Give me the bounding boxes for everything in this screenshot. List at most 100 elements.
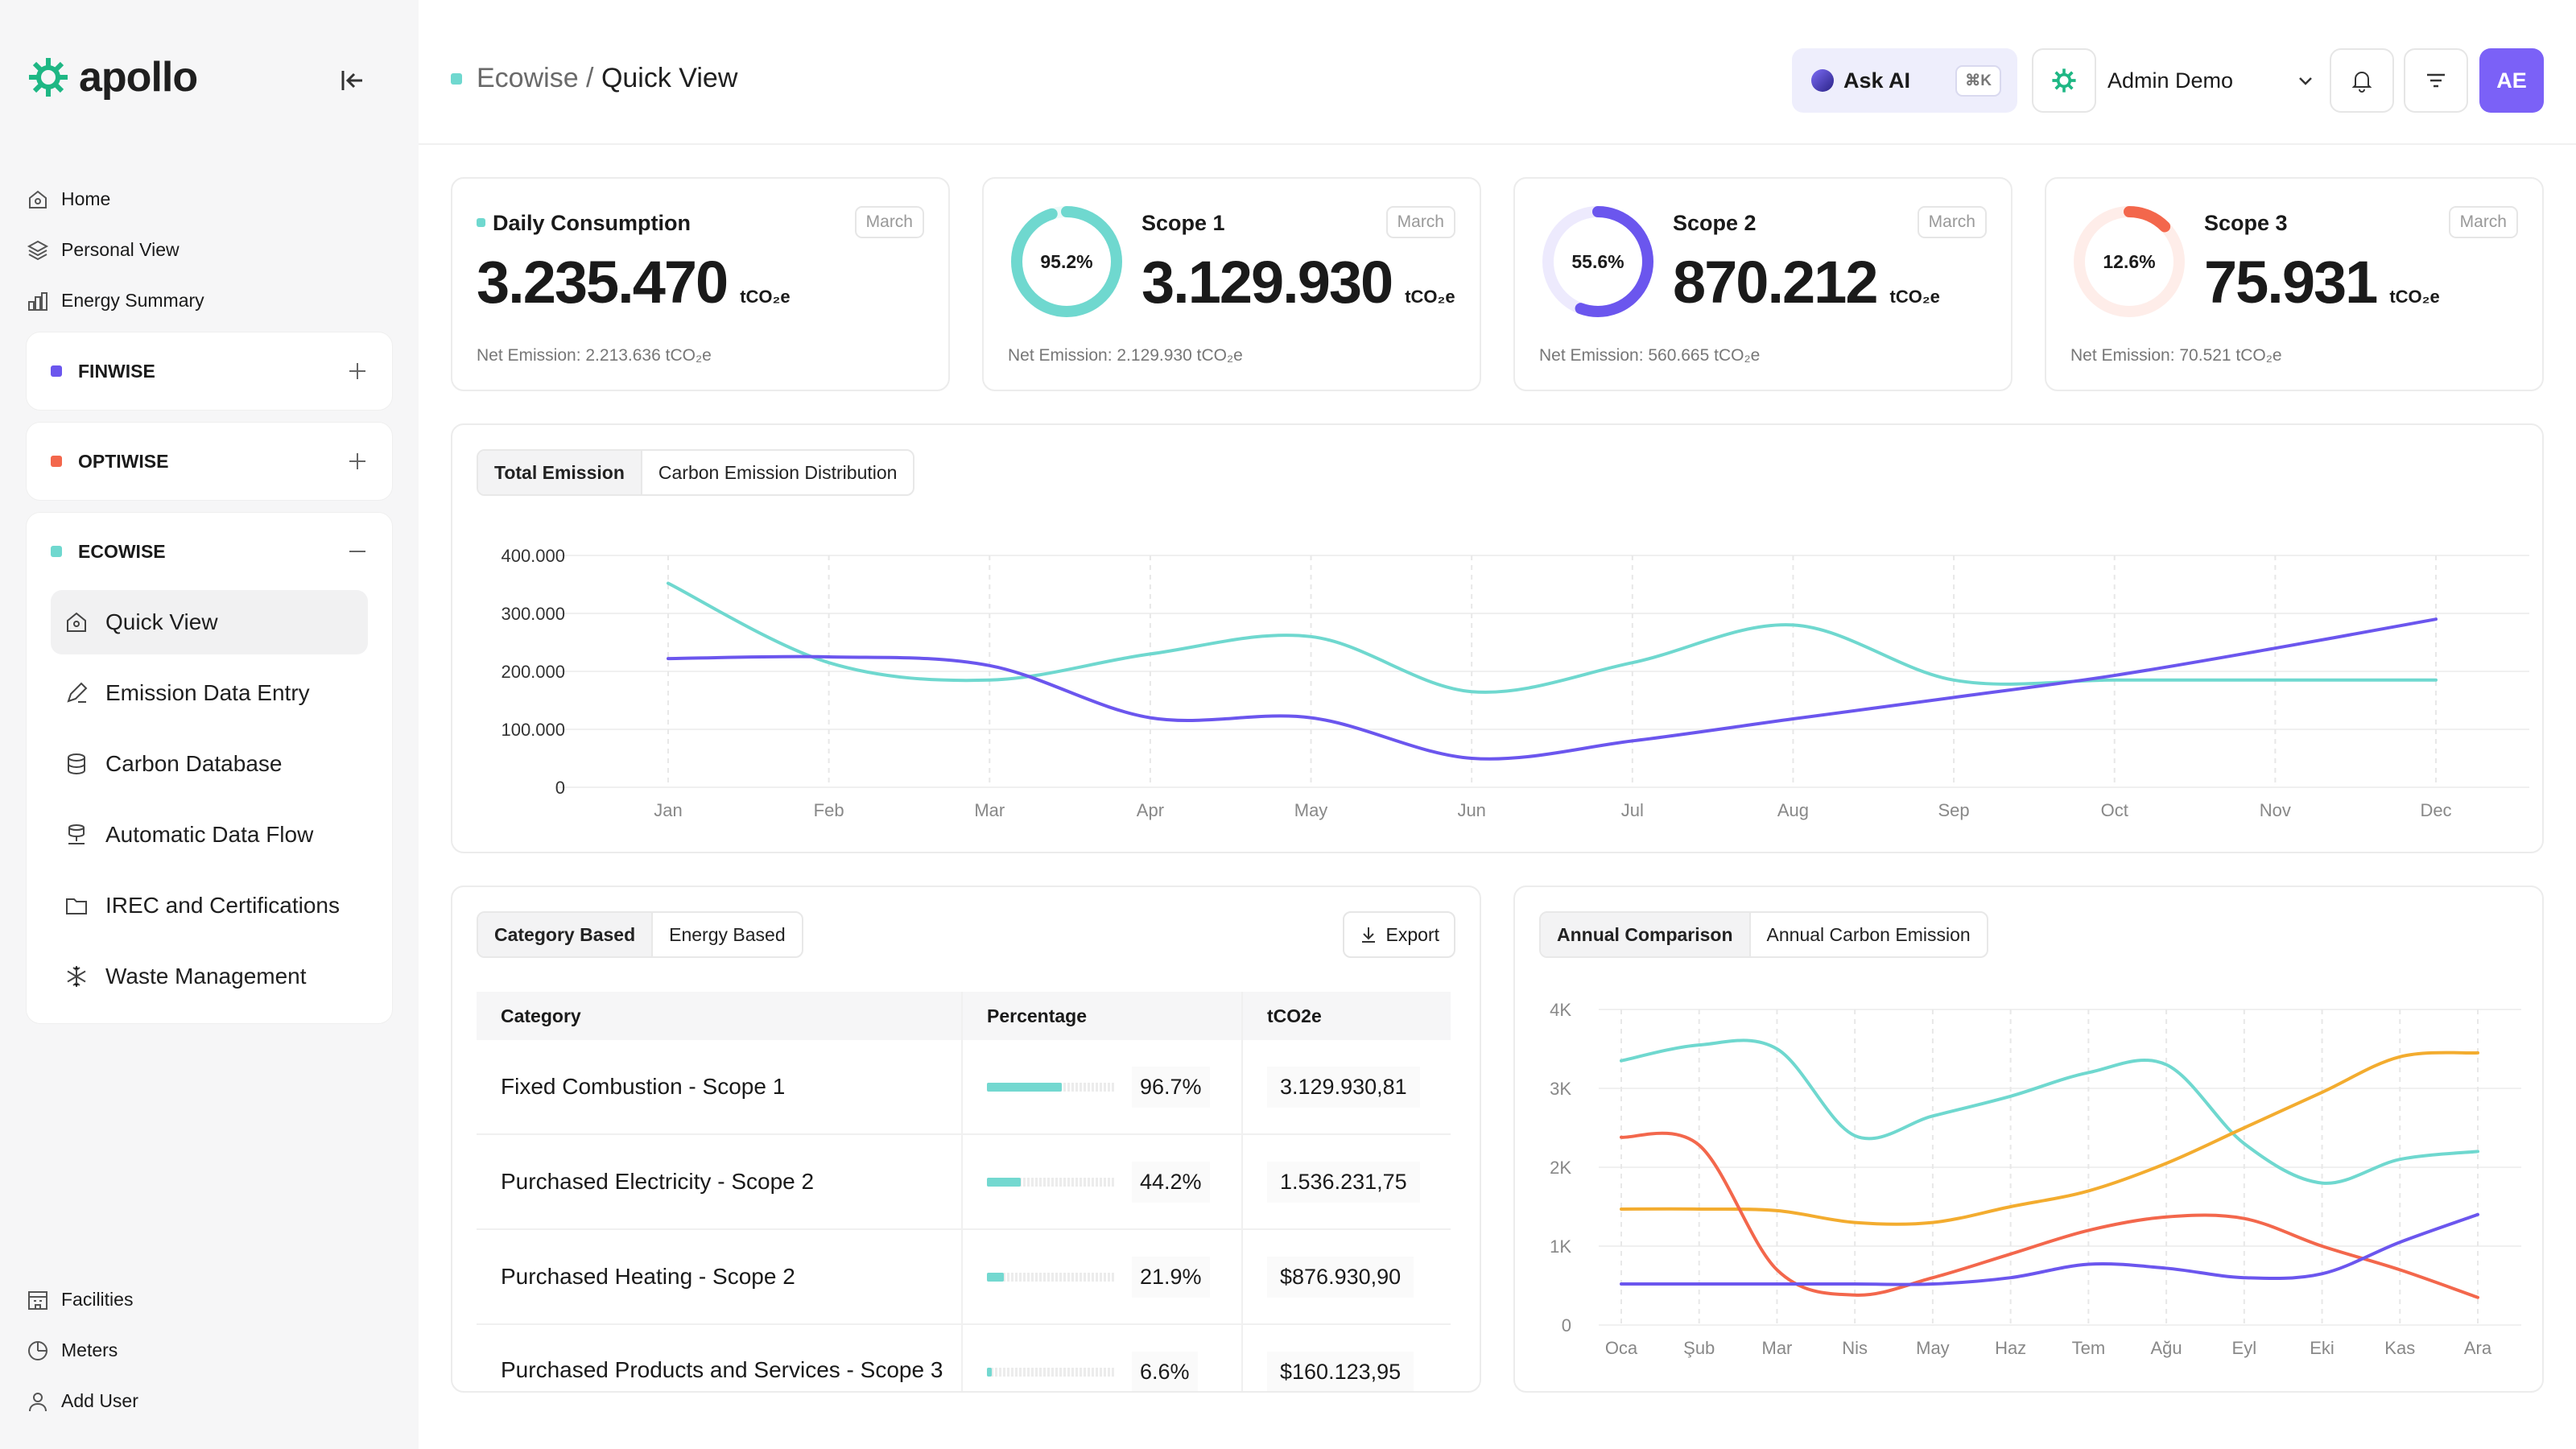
annual-tabs: Annual Comparison Annual Carbon Emission <box>1539 911 1988 958</box>
plus-icon[interactable] <box>347 361 368 382</box>
tab-annual-carbon-emission[interactable]: Annual Carbon Emission <box>1766 923 1971 945</box>
nav-item-label: Automatic Data Flow <box>105 822 314 847</box>
breadcrumb-parent[interactable]: Ecowise <box>477 63 579 93</box>
nav-item-label: Meters <box>61 1340 118 1360</box>
table-row[interactable]: Purchased Electricity - Scope 2 44.2% 1.… <box>477 1135 1451 1230</box>
period-badge[interactable]: March <box>2448 206 2518 238</box>
home-icon <box>67 612 86 632</box>
chart-grid <box>1599 1009 2521 1326</box>
x-tick-label: Nis <box>1842 1338 1868 1358</box>
tab-category-based[interactable]: Category Based <box>478 913 654 956</box>
group-ecowise: ECOWISE Quick View Emission Data Entry C… <box>26 512 393 1024</box>
column-header-category[interactable]: Category <box>477 992 963 1040</box>
x-tick-label: Jan <box>654 800 682 820</box>
brand-name: apollo <box>79 54 198 101</box>
x-tick-label: Oct <box>2101 800 2128 820</box>
apollo-logo-icon <box>29 58 68 97</box>
y-tick-label: 400.000 <box>501 546 565 566</box>
nav-item-home[interactable]: Home <box>26 174 204 225</box>
kpi-unit: tCO₂e <box>740 287 791 307</box>
column-header-tco2e[interactable]: tCO2e <box>1267 1005 1322 1026</box>
nav-item-emission-data-entry[interactable]: Emission Data Entry <box>51 661 368 725</box>
apollo-logo-icon <box>2052 68 2076 93</box>
group-color-marker <box>51 365 62 377</box>
bar-chart-icon <box>28 291 47 311</box>
percentage-bar-fill <box>987 1177 1022 1187</box>
brand-logo[interactable]: apollo <box>26 53 198 101</box>
tab-total-emission[interactable]: Total Emission <box>478 451 642 494</box>
group-header-ecowise[interactable]: ECOWISE <box>27 513 392 590</box>
nav-item-meters[interactable]: Meters <box>26 1325 138 1376</box>
export-label: Export <box>1385 923 1439 945</box>
nav-item-facilities[interactable]: Facilities <box>26 1274 138 1325</box>
percentage-bar-fill <box>987 1082 1062 1092</box>
table-row[interactable]: Purchased Products and Services - Scope … <box>477 1325 1451 1391</box>
minus-icon[interactable] <box>347 541 368 562</box>
filter-button[interactable] <box>2404 48 2468 113</box>
kpi-value: 3.235.470 <box>477 249 729 316</box>
kpi-card-scope-1: 95.2% Scope 1 March 3.129.930 tCO₂e Net E… <box>982 177 1481 391</box>
nav-item-quick-view[interactable]: Quick View <box>51 590 368 654</box>
x-tick-label: Feb <box>814 800 844 820</box>
net-emission: Net Emission: 2.213.636 tCO₂e <box>477 346 712 365</box>
chevron-down-icon <box>2299 77 2312 85</box>
nav-item-personal-view[interactable]: Personal View <box>26 225 204 275</box>
nav-bottom: Facilities Meters Add User <box>26 1274 138 1426</box>
period-badge[interactable]: March <box>854 206 924 238</box>
kpi-value: 3.129.930 <box>1141 249 1393 316</box>
x-tick-label: Kas <box>2384 1338 2415 1358</box>
nav-item-label: Emission Data Entry <box>105 680 310 705</box>
nav-item-automatic-data-flow[interactable]: Automatic Data Flow <box>51 803 368 867</box>
group-header-finwise[interactable]: FINWISE <box>27 332 392 410</box>
cell-value: 3.129.930,81 <box>1267 1066 1420 1108</box>
export-button[interactable]: Export <box>1342 911 1455 958</box>
ring-progress <box>1542 206 1653 317</box>
tab-energy-based[interactable]: Energy Based <box>669 923 786 945</box>
kpi-marker <box>477 218 485 227</box>
table-row[interactable]: Fixed Combustion - Scope 1 96.7% 3.129.9… <box>477 1040 1451 1135</box>
nav-item-carbon-database[interactable]: Carbon Database <box>51 732 368 796</box>
user-menu-button[interactable]: Admin Demo <box>2107 48 2317 113</box>
category-tabs: Category Based Energy Based <box>477 911 803 958</box>
user-icon <box>29 1392 47 1411</box>
ask-ai-button[interactable]: Ask AI ⌘K <box>1792 48 2017 113</box>
group-header-optiwise[interactable]: OPTIWISE <box>27 423 392 500</box>
total-emission-chart: 400.000 300.000 200.000 100.000 0 Jan Feb Mar Ap… <box>501 546 2529 820</box>
collapse-sidebar-button[interactable] <box>336 64 369 97</box>
nav-item-label: Carbon Database <box>105 751 283 776</box>
percentage-bar <box>987 1177 1116 1187</box>
nav-item-irec-certifications[interactable]: IREC and Certifications <box>51 873 368 938</box>
x-tick-label: Dec <box>2420 800 2451 820</box>
group-finwise: FINWISE <box>26 332 393 411</box>
period-badge[interactable]: March <box>1385 206 1455 238</box>
percentage-bar <box>987 1272 1116 1282</box>
period-badge[interactable]: March <box>1917 206 1987 238</box>
main-content: Ecowise / Quick View Ask AI ⌘K Admin Dem… <box>419 0 2576 1449</box>
cell-percentage: 44.2% <box>1132 1161 1210 1203</box>
cell-category: Purchased Products and Services - Scope … <box>477 1325 963 1391</box>
emission-tabs: Total Emission Carbon Emission Distribut… <box>477 449 915 496</box>
x-tick-label: May <box>1294 800 1328 820</box>
kpi-unit: tCO₂e <box>1889 287 1940 307</box>
tab-annual-comparison[interactable]: Annual Comparison <box>1541 913 1751 956</box>
table-row[interactable]: Purchased Heating - Scope 2 21.9% $876.9… <box>477 1230 1451 1325</box>
x-tick-label: Sep <box>1938 800 1970 820</box>
notifications-button[interactable] <box>2330 48 2394 113</box>
nav-item-add-user[interactable]: Add User <box>26 1376 138 1426</box>
pen-icon <box>67 682 88 703</box>
ring-percentage: 95.2% <box>1040 250 1093 272</box>
x-tick-label: Ara <box>2464 1338 2492 1358</box>
organization-button[interactable] <box>2032 48 2096 113</box>
x-tick-label: Jun <box>1457 800 1485 820</box>
plus-icon[interactable] <box>347 451 368 472</box>
percentage-bar-fill <box>987 1272 1005 1282</box>
column-header-percentage[interactable]: Percentage <box>963 992 1243 1040</box>
series-line-4 <box>1620 1212 2479 1286</box>
nav-item-waste-management[interactable]: Waste Management <box>51 944 368 1009</box>
group-label: OPTIWISE <box>78 450 169 472</box>
nav-item-energy-summary[interactable]: Energy Summary <box>26 275 204 326</box>
ring-progress <box>1011 206 1122 317</box>
avatar[interactable]: AE <box>2479 48 2544 113</box>
percentage-bar <box>987 1367 1116 1377</box>
tab-carbon-emission-distribution[interactable]: Carbon Emission Distribution <box>658 461 898 483</box>
